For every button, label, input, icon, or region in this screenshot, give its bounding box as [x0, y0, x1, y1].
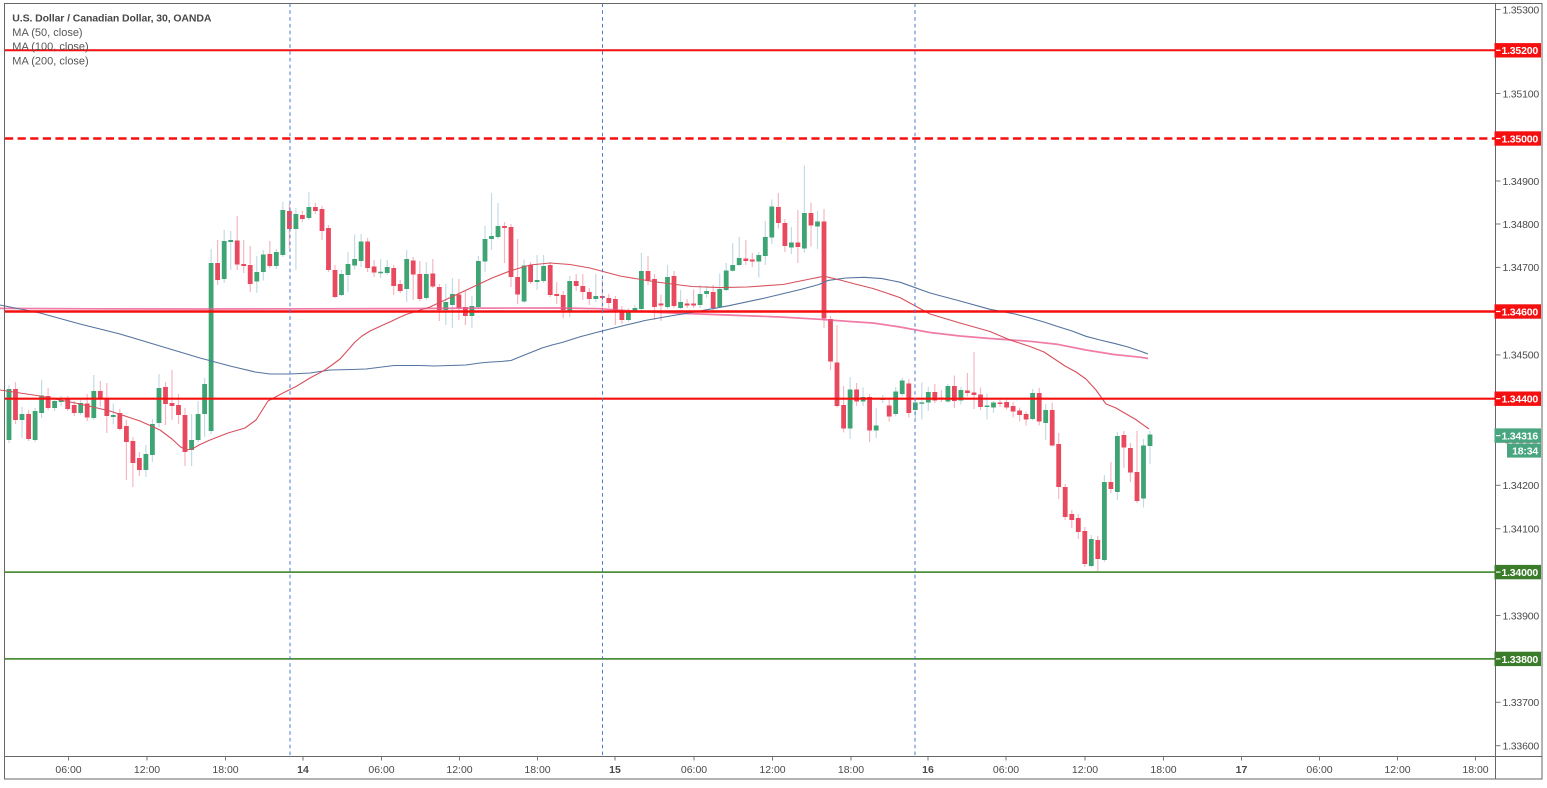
svg-text:1.33900: 1.33900: [1502, 610, 1539, 622]
svg-text:15: 15: [609, 764, 621, 776]
svg-text:06:00: 06:00: [368, 764, 394, 776]
svg-text:06:00: 06:00: [993, 764, 1019, 776]
svg-text:1.34000: 1.34000: [1501, 567, 1538, 579]
svg-text:1.33600: 1.33600: [1502, 741, 1539, 753]
svg-text:06:00: 06:00: [681, 764, 707, 776]
svg-text:1.35000: 1.35000: [1501, 133, 1538, 145]
svg-text:1.34316: 1.34316: [1501, 431, 1538, 443]
svg-text:1.34400: 1.34400: [1501, 394, 1538, 406]
svg-text:18:00: 18:00: [1462, 764, 1488, 776]
svg-text:1.35300: 1.35300: [1502, 4, 1539, 16]
svg-text:1.34700: 1.34700: [1502, 262, 1539, 274]
svg-text:1.34900: 1.34900: [1502, 176, 1539, 188]
svg-text:1.35100: 1.35100: [1502, 88, 1539, 100]
svg-text:18:00: 18:00: [212, 764, 238, 776]
svg-text:06:00: 06:00: [1306, 764, 1332, 776]
svg-text:1.34200: 1.34200: [1502, 480, 1539, 492]
svg-text:12:00: 12:00: [446, 764, 472, 776]
svg-text:16: 16: [922, 764, 934, 776]
svg-text:1.33800: 1.33800: [1501, 654, 1538, 666]
svg-text:12:00: 12:00: [759, 764, 785, 776]
svg-text:06:00: 06:00: [55, 764, 81, 776]
svg-text:12:00: 12:00: [1072, 764, 1098, 776]
svg-text:12:00: 12:00: [1384, 764, 1410, 776]
svg-text:1.35200: 1.35200: [1501, 45, 1538, 57]
svg-text:18:00: 18:00: [838, 764, 864, 776]
svg-text:1.34100: 1.34100: [1502, 524, 1539, 536]
svg-text:1.34500: 1.34500: [1502, 350, 1539, 362]
svg-text:MA (100, close): MA (100, close): [12, 41, 88, 53]
svg-text:1.33700: 1.33700: [1502, 697, 1539, 709]
svg-text:18:34: 18:34: [1512, 446, 1538, 458]
svg-text:12:00: 12:00: [134, 764, 160, 776]
svg-text:1.34600: 1.34600: [1501, 306, 1538, 318]
svg-text:1.34800: 1.34800: [1502, 219, 1539, 231]
svg-text:14: 14: [297, 764, 309, 776]
svg-text:17: 17: [1236, 764, 1248, 776]
svg-text:U.S. Dollar / Canadian Dollar,: U.S. Dollar / Canadian Dollar, 30, OANDA: [12, 12, 212, 24]
svg-text:MA (50, close): MA (50, close): [12, 27, 82, 39]
svg-text:18:00: 18:00: [524, 764, 550, 776]
svg-text:18:00: 18:00: [1150, 764, 1176, 776]
svg-text:MA (200, close): MA (200, close): [12, 56, 88, 68]
